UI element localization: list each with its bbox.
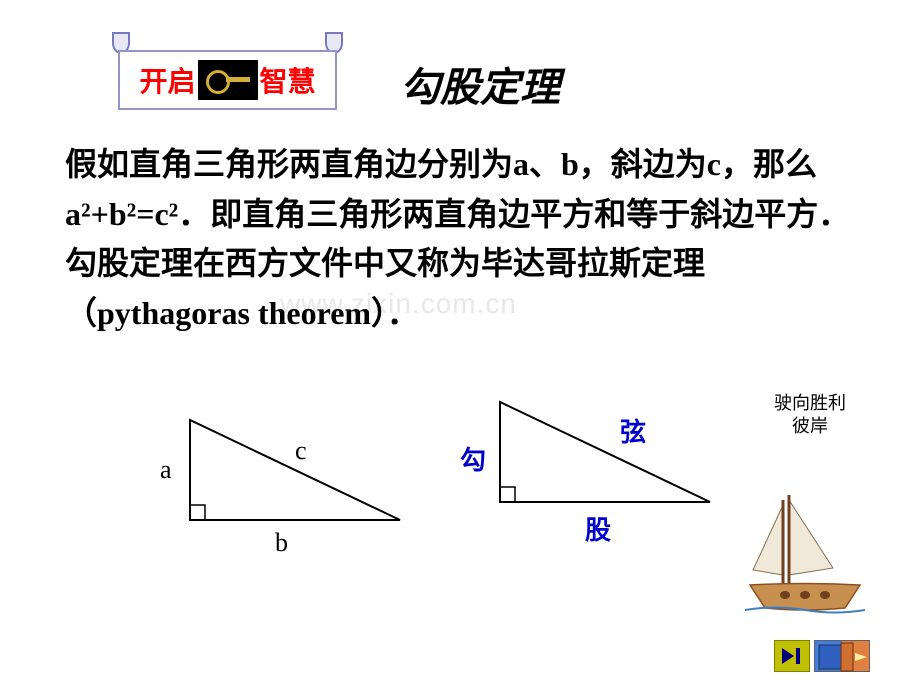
nav-exit-button[interactable] <box>814 640 870 672</box>
scroll-body: 开启 智慧 <box>118 50 337 110</box>
triangle-abc: a b c <box>160 400 420 555</box>
sailboat-icon <box>745 490 865 620</box>
sailboat-caption: 驶向胜利 彼岸 <box>755 392 865 439</box>
banner-scroll: 开启 智慧 <box>110 40 345 110</box>
banner-text-right: 智慧 <box>260 60 316 100</box>
body-text: 假如直角三角形两直角边分别为a、b，斜边为c，那么a²+b²=c²．即直角三角形… <box>65 140 865 338</box>
label-xian: 弦 <box>620 412 646 449</box>
banner-text-left: 开启 <box>139 60 195 100</box>
key-icon <box>198 60 258 100</box>
diagrams-area: a b c 勾 股 弦 <box>150 400 770 580</box>
label-c: c <box>295 436 307 466</box>
label-gu: 股 <box>585 510 611 547</box>
page-title: 勾股定理 <box>400 55 560 113</box>
triangle-gouguxian: 勾 股 弦 <box>470 382 730 537</box>
sailboat-caption-line1: 驶向胜利 <box>774 393 846 413</box>
sailboat-caption-line2: 彼岸 <box>792 416 828 436</box>
label-gou: 勾 <box>460 440 486 477</box>
triangle-abc-svg <box>160 400 420 550</box>
nav-buttons <box>774 640 870 672</box>
label-a: a <box>160 455 172 485</box>
nav-forward-button[interactable] <box>774 640 810 672</box>
label-b: b <box>275 528 288 558</box>
